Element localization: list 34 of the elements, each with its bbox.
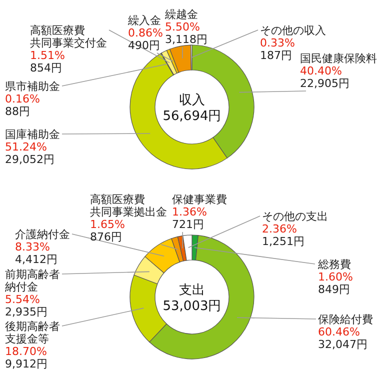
data-label: 1.65% 876円 — [90, 218, 125, 244]
chart-title: 支出 — [179, 283, 205, 298]
slice-label: 繰越金 — [164, 8, 198, 21]
slice-label: 国民健康保険料 — [300, 52, 377, 65]
slice-label: その他の収入 — [260, 24, 326, 37]
data-label: 18.70% 9,912円 — [5, 345, 48, 370]
chart-title: 収入 — [179, 93, 205, 108]
slice-label: 国庫補助金 — [5, 128, 60, 141]
slice-label: 県市補助金 — [5, 80, 60, 93]
slice-label: 後期高齢者支援金等 — [5, 320, 60, 346]
slice-label: 介護納付金 — [15, 228, 70, 241]
data-label: 0.86% 490円 — [128, 26, 163, 52]
data-label: 1.51% 854円 — [30, 49, 65, 74]
slice-label: 前期高齢者納付金 — [5, 268, 60, 294]
slice-label: 保険給付費 — [318, 313, 373, 326]
data-label: 0.33% 187円 — [260, 36, 295, 62]
data-label: 40.40% 22,905円 — [300, 64, 350, 90]
text: 56,694円 — [162, 109, 222, 124]
text: 53,003円 — [162, 299, 222, 314]
slice-label: 繰入金 — [127, 14, 161, 27]
slice-label: 総務費 — [317, 258, 351, 271]
slice-label: 高額医療費共同事業拠出金 — [90, 193, 167, 218]
data-label: 5.50% 3,118円 — [165, 20, 208, 46]
data-label: 2.36% 1,251円 — [262, 222, 304, 248]
data-label: 5.54% 2,935円 — [5, 293, 48, 318]
data-label: 60.46% 32,047円 — [318, 326, 368, 351]
data-label: 51.24% 29,052円 — [5, 140, 54, 166]
slice-label: 保健事業費 — [172, 193, 227, 206]
data-label: 1.60% 849円 — [318, 270, 353, 296]
data-label: 8.33% 4,412円 — [15, 240, 58, 266]
data-label: 1.36% 721円 — [172, 206, 207, 231]
data-label: 0.16% 88円 — [5, 92, 40, 118]
slice-label: その他の支出 — [262, 210, 328, 223]
slice-label: 高額医療費共同事業交付金 — [30, 24, 107, 50]
